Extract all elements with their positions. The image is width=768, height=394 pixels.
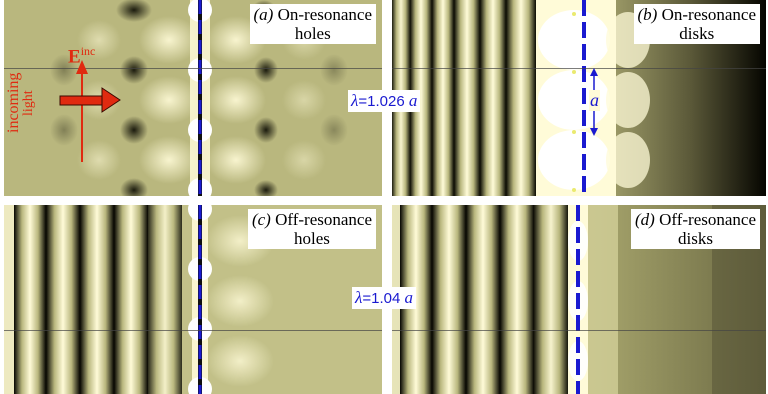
panel-b-tag: (b) (637, 5, 658, 24)
incoming-light-label: incoming light (5, 62, 42, 144)
panel-c-tag: (c) (251, 210, 271, 229)
light-word: light (21, 90, 36, 116)
panel-d-off-resonance-disks: (d) Off-resonance disks (392, 205, 766, 394)
panel-b-caption: (b) On-resonance disks (633, 4, 760, 44)
wavelength-label-top: λ=1.026 a (348, 90, 421, 112)
panel-c-subtitle: holes (294, 229, 330, 248)
wavelength-unit: a (408, 91, 418, 110)
wavelength-label-bottom: λ=1.04 a (352, 287, 417, 309)
e-inc-label: Einc (68, 44, 95, 68)
panel-a-caption: (a) On-resonance holes (249, 4, 376, 44)
wavelength-value: =1.04 (362, 290, 401, 307)
period-label: a (589, 90, 600, 111)
incoming-word: incoming (5, 72, 22, 134)
panel-c-caption: (c) Off-resonance holes (247, 209, 376, 249)
reference-line (392, 68, 766, 69)
field-map-d (392, 205, 766, 394)
propagation-arrow-icon (59, 95, 105, 106)
panel-d-title: Off-resonance (659, 210, 756, 229)
incident-arrows (59, 60, 121, 162)
wavelength-value: =1.026 (358, 93, 405, 110)
panel-a-subtitle: holes (294, 24, 331, 43)
polarization-arrowhead-icon (76, 60, 88, 74)
e-field-symbol: E (68, 46, 81, 68)
lambda-symbol: λ (355, 288, 363, 307)
reference-line (4, 330, 382, 331)
panel-c-off-resonance-holes: (c) Off-resonance holes (4, 205, 382, 394)
propagation-arrowhead-icon (101, 87, 121, 113)
lambda-symbol: λ (351, 91, 359, 110)
reference-line (4, 68, 382, 69)
panel-d-caption: (d) Off-resonance disks (631, 209, 760, 249)
panel-a-tag: (a) (253, 5, 274, 24)
reference-line (392, 330, 766, 331)
panel-d-subtitle: disks (678, 229, 713, 248)
panel-a-title: On-resonance (277, 5, 372, 24)
panel-b-title: On-resonance (661, 5, 756, 24)
panel-a-on-resonance-holes: (a) On-resonance holes incoming light Ei… (4, 0, 382, 196)
panel-b-subtitle: disks (679, 24, 715, 43)
wavelength-unit: a (404, 288, 414, 307)
panel-d-tag: (d) (635, 210, 655, 229)
e-field-superscript: inc (80, 44, 96, 58)
panel-b-on-resonance-disks: (b) On-resonance disks (392, 0, 766, 196)
panel-c-title: Off-resonance (275, 210, 372, 229)
